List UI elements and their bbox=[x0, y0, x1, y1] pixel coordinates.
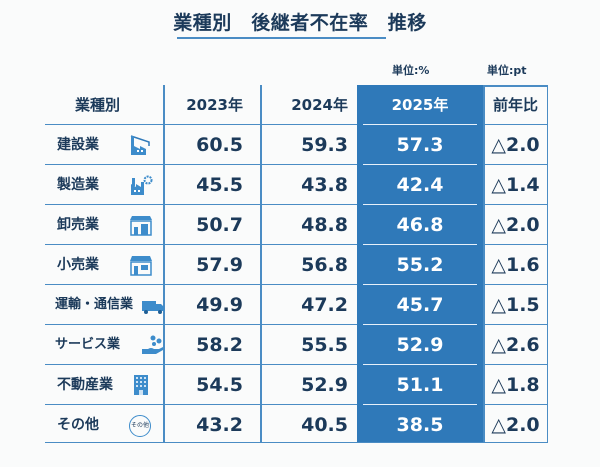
value-diff: △2.0 bbox=[491, 214, 540, 236]
header-diff: 前年比 bbox=[492, 96, 538, 114]
row-divider bbox=[45, 163, 357, 165]
header-2023: 2023年 bbox=[186, 96, 243, 114]
row-divider bbox=[483, 283, 548, 285]
value-2025: 46.8 bbox=[396, 214, 444, 236]
value-2025: 55.2 bbox=[396, 254, 444, 276]
industry-name: 製造業 bbox=[57, 177, 99, 193]
row-divider bbox=[363, 363, 477, 365]
industry-name: 運輸・通信業 bbox=[55, 297, 134, 312]
page-title: 業種別 後継者不在率 推移 bbox=[173, 12, 427, 34]
data-table: 業種別 2023年 2024年 2025年 前年比 建設業 60.5 59.3 … bbox=[45, 85, 548, 443]
table-row: 不動産業 54.5 52.9 51.1 △1.8 bbox=[45, 365, 548, 405]
value-diff: △2.6 bbox=[491, 334, 540, 356]
row-divider bbox=[483, 203, 548, 205]
row-divider bbox=[363, 403, 477, 405]
value-2023: 49.9 bbox=[196, 294, 243, 316]
value-2024: 40.5 bbox=[301, 414, 348, 436]
row-divider bbox=[483, 163, 548, 165]
warehouse-store-icon bbox=[129, 214, 153, 236]
value-2024: 43.8 bbox=[301, 174, 348, 196]
row-divider bbox=[363, 163, 477, 165]
value-2024: 59.3 bbox=[301, 134, 348, 156]
other-badge-icon: その他 bbox=[129, 415, 151, 437]
crane-building-icon bbox=[129, 134, 153, 156]
truck-icon bbox=[141, 294, 165, 316]
unit-label-pt: 単位:pt bbox=[487, 64, 527, 77]
value-2024: 55.5 bbox=[301, 334, 348, 356]
column-divider bbox=[163, 85, 165, 443]
column-divider bbox=[483, 85, 485, 443]
unit-label-percent: 単位:% bbox=[392, 64, 430, 77]
row-divider bbox=[483, 363, 548, 365]
industry-name: 卸売業 bbox=[57, 217, 99, 233]
value-diff: △1.8 bbox=[491, 374, 540, 396]
header-2024: 2024年 bbox=[291, 96, 348, 114]
row-divider bbox=[363, 203, 477, 205]
header-industry: 業種別 bbox=[75, 96, 121, 114]
row-divider bbox=[363, 323, 477, 325]
value-2023: 43.2 bbox=[196, 414, 243, 436]
value-2025: 52.9 bbox=[396, 334, 444, 356]
value-2024: 47.2 bbox=[301, 294, 348, 316]
row-divider bbox=[483, 123, 548, 125]
table-row: 卸売業 50.7 48.8 46.8 △2.0 bbox=[45, 205, 548, 245]
value-2023: 60.5 bbox=[196, 134, 243, 156]
value-2025: 42.4 bbox=[396, 174, 444, 196]
row-divider bbox=[45, 363, 357, 365]
header-2025: 2025年 bbox=[391, 96, 449, 114]
value-2023: 58.2 bbox=[196, 334, 243, 356]
row-divider bbox=[45, 123, 357, 125]
industry-name: 不動産業 bbox=[57, 377, 113, 393]
highlight-column-2025 bbox=[357, 85, 483, 443]
column-divider bbox=[260, 85, 262, 443]
table-border bbox=[546, 85, 548, 443]
row-divider bbox=[45, 323, 357, 325]
value-2023: 45.5 bbox=[196, 174, 243, 196]
office-building-icon bbox=[129, 374, 153, 396]
table-row: 運輸・通信業 49.9 47.2 45.7 △1.5 bbox=[45, 285, 548, 325]
value-2025: 57.3 bbox=[396, 134, 444, 156]
title-underline bbox=[177, 37, 386, 39]
industry-name: 小売業 bbox=[57, 257, 99, 273]
value-2023: 57.9 bbox=[196, 254, 243, 276]
value-diff: △1.4 bbox=[491, 174, 540, 196]
row-divider bbox=[45, 243, 357, 245]
value-2025: 38.5 bbox=[396, 414, 444, 436]
table-row: その他 その他 43.2 40.5 38.5 △2.0 bbox=[45, 405, 548, 445]
hand-service-icon bbox=[141, 334, 165, 356]
value-2023: 50.7 bbox=[196, 214, 243, 236]
value-diff: △2.0 bbox=[491, 414, 540, 436]
industry-name: 建設業 bbox=[57, 137, 99, 153]
industry-name: サービス業 bbox=[55, 337, 121, 352]
row-divider bbox=[45, 283, 357, 285]
row-divider bbox=[483, 243, 548, 245]
table-row: 建設業 60.5 59.3 57.3 △2.0 bbox=[45, 125, 548, 165]
row-divider bbox=[45, 203, 357, 205]
value-2025: 51.1 bbox=[396, 374, 444, 396]
value-2024: 52.9 bbox=[301, 374, 348, 396]
table-border bbox=[483, 85, 548, 87]
value-diff: △1.6 bbox=[491, 254, 540, 276]
value-2025: 45.7 bbox=[396, 294, 444, 316]
row-divider bbox=[363, 123, 477, 125]
header-row: 業種別 2023年 2024年 2025年 前年比 bbox=[45, 85, 548, 125]
value-diff: △1.5 bbox=[491, 294, 540, 316]
shop-icon bbox=[129, 254, 153, 276]
table-row: 小売業 57.9 56.8 55.2 △1.6 bbox=[45, 245, 548, 285]
industry-name: その他 bbox=[57, 417, 99, 433]
row-divider bbox=[483, 323, 548, 325]
row-divider bbox=[363, 243, 477, 245]
value-2024: 56.8 bbox=[301, 254, 348, 276]
table-border bbox=[45, 441, 548, 443]
value-diff: △2.0 bbox=[491, 134, 540, 156]
value-2023: 54.5 bbox=[196, 374, 243, 396]
row-divider bbox=[45, 403, 357, 405]
row-divider bbox=[483, 403, 548, 405]
table-row: サービス業 58.2 55.5 52.9 △2.6 bbox=[45, 325, 548, 365]
row-divider bbox=[363, 283, 477, 285]
factory-gear-icon bbox=[129, 174, 153, 196]
value-2024: 48.8 bbox=[301, 214, 348, 236]
table-row: 製造業 45.5 43.8 42.4 △1.4 bbox=[45, 165, 548, 205]
